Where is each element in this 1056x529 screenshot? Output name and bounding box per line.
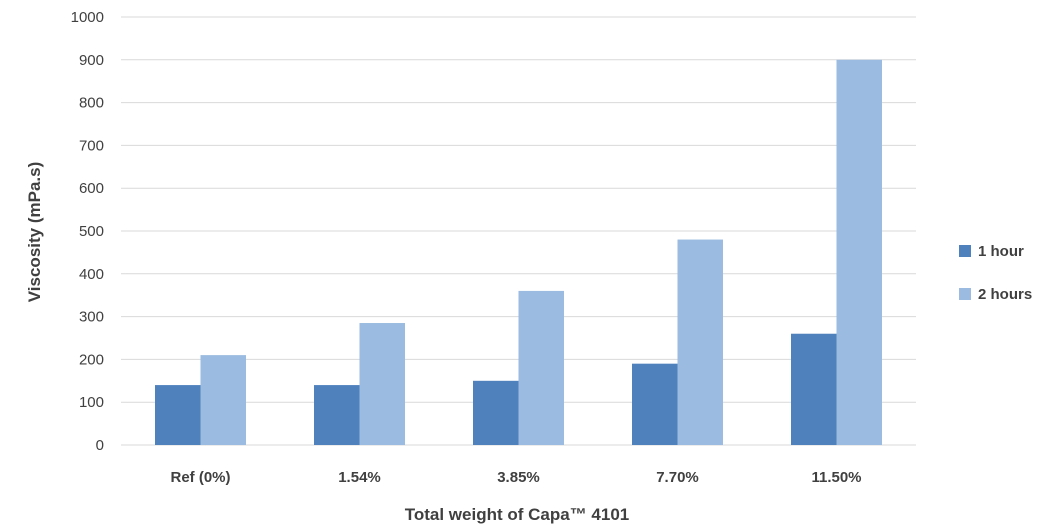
y-tick-label: 800 xyxy=(79,95,104,112)
bar-series-1 xyxy=(473,380,519,445)
x-category-label: 7.70% xyxy=(656,469,699,486)
bar-series-1 xyxy=(314,385,360,445)
bar-series-1 xyxy=(632,363,678,445)
bar-series-2 xyxy=(359,323,405,445)
legend-swatch xyxy=(959,288,971,300)
y-tick-label: 900 xyxy=(79,52,104,69)
y-tick-label: 700 xyxy=(79,137,104,154)
y-axis-title: Viscosity (mPa.s) xyxy=(25,162,44,302)
x-category-label: Ref (0%) xyxy=(170,469,230,486)
gridlines xyxy=(121,16,916,446)
bars xyxy=(155,59,882,446)
x-category-label: 1.54% xyxy=(338,469,381,486)
legend: 1 hour 2 hours xyxy=(959,243,1032,303)
y-tick-label: 600 xyxy=(79,180,104,197)
bar-series-2 xyxy=(677,239,723,445)
x-category-label: 3.85% xyxy=(497,469,540,486)
x-category-label: 11.50% xyxy=(811,469,861,486)
bar-series-2 xyxy=(836,59,882,446)
x-axis-category-labels: Ref (0%) 1.54% 3.85% 7.70% 11.50% xyxy=(170,469,861,486)
y-tick-label: 200 xyxy=(79,351,104,368)
bar-series-1 xyxy=(791,333,837,445)
legend-label: 1 hour xyxy=(978,243,1024,260)
y-tick-label: 500 xyxy=(79,223,104,240)
bar-series-2 xyxy=(200,355,246,445)
legend-label: 2 hours xyxy=(978,286,1032,303)
legend-swatch xyxy=(959,245,971,257)
y-tick-label: 0 xyxy=(96,437,104,454)
y-tick-label: 1000 xyxy=(71,9,104,26)
bar-series-1 xyxy=(155,385,201,445)
y-axis-tick-labels: 0 100 200 300 400 500 600 700 800 900 1000 xyxy=(71,9,104,454)
bar-series-2 xyxy=(518,290,564,445)
x-axis-title: Total weight of Capa™ 4101 xyxy=(405,505,630,524)
y-tick-label: 400 xyxy=(79,266,104,283)
y-tick-label: 100 xyxy=(79,394,104,411)
y-tick-label: 300 xyxy=(79,309,104,326)
